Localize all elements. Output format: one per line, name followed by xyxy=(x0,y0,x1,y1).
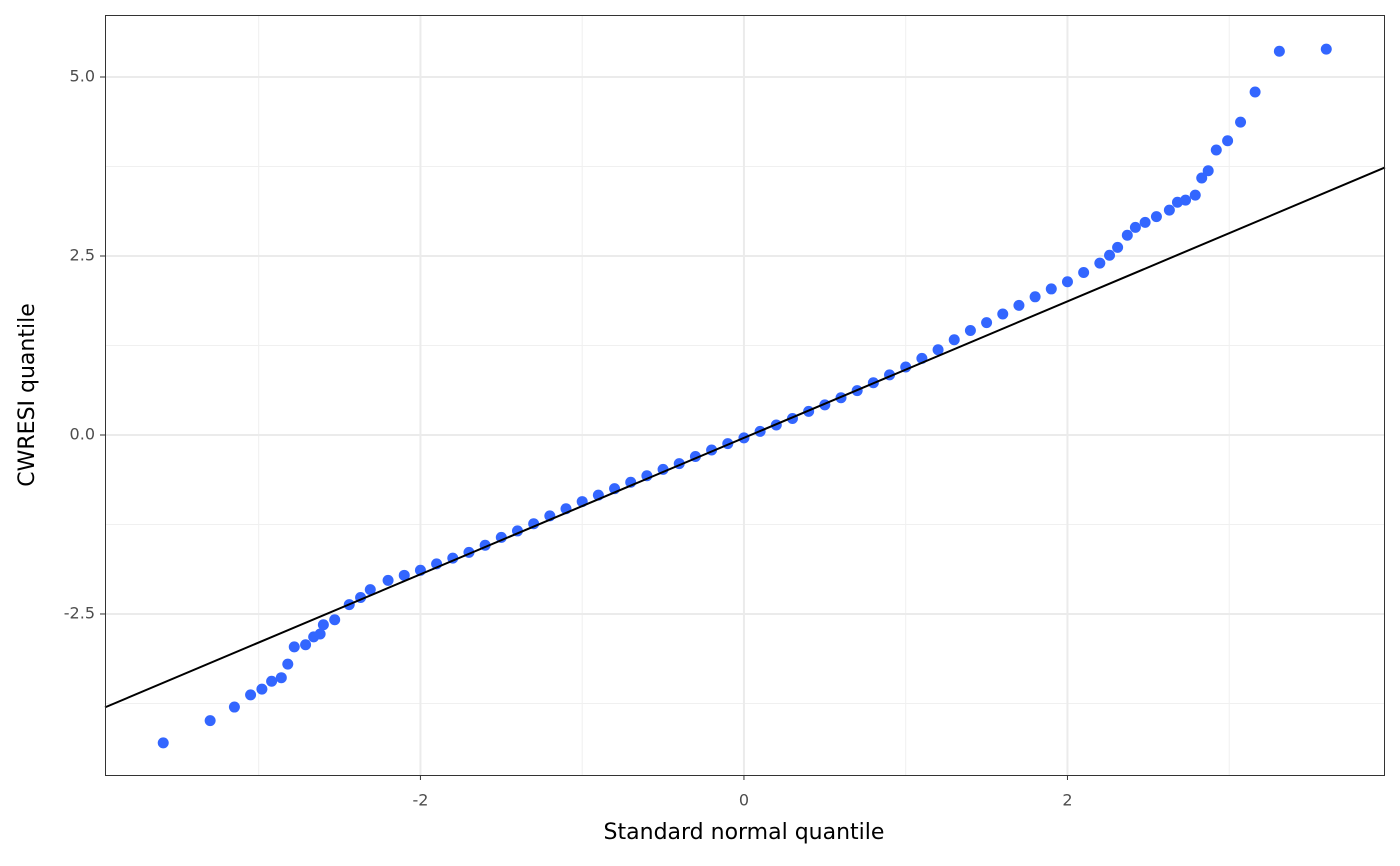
y-tick-label: 2.5 xyxy=(70,245,95,264)
plot-marks xyxy=(104,43,1386,749)
point xyxy=(1180,194,1192,206)
point xyxy=(1121,229,1133,241)
point xyxy=(981,317,993,329)
point xyxy=(314,628,326,640)
point xyxy=(528,518,540,530)
point xyxy=(1320,43,1332,55)
point xyxy=(364,584,376,596)
point xyxy=(1163,204,1175,216)
point xyxy=(1235,116,1247,128)
point xyxy=(1112,241,1124,253)
point xyxy=(329,614,341,626)
point xyxy=(1013,299,1025,311)
panel-border xyxy=(105,15,1385,776)
point xyxy=(1061,276,1073,288)
point xyxy=(1196,172,1208,184)
point xyxy=(1139,216,1151,228)
point xyxy=(932,344,944,356)
x-axis-title: Standard normal quantile xyxy=(604,820,885,845)
point xyxy=(245,689,257,701)
point xyxy=(1045,283,1057,295)
x-tick-label: -2 xyxy=(412,791,428,810)
point xyxy=(1249,86,1261,98)
x-tick-label: 0 xyxy=(739,791,749,810)
point xyxy=(1222,135,1234,147)
point xyxy=(1129,221,1141,233)
point xyxy=(282,658,294,670)
point xyxy=(1150,211,1162,223)
point xyxy=(1104,249,1116,261)
point xyxy=(288,641,300,653)
point xyxy=(964,324,976,336)
point xyxy=(1029,291,1041,303)
point xyxy=(300,639,312,651)
y-tick-label: 5.0 xyxy=(70,67,95,86)
point xyxy=(1202,165,1214,177)
point xyxy=(1094,257,1106,269)
reference-line xyxy=(104,166,1386,709)
point xyxy=(948,334,960,346)
point xyxy=(317,619,329,631)
y-tick-label: -2.5 xyxy=(64,603,95,622)
point xyxy=(382,574,394,586)
point xyxy=(997,308,1009,320)
point xyxy=(157,737,169,749)
point xyxy=(266,675,278,687)
x-tick-label: 2 xyxy=(1062,791,1072,810)
point xyxy=(1189,189,1201,201)
point xyxy=(1078,266,1090,278)
point xyxy=(1273,45,1285,57)
point xyxy=(228,701,240,713)
point xyxy=(398,569,410,581)
point xyxy=(275,672,287,684)
y-axis-title: CWRESI quantile xyxy=(15,303,40,486)
point xyxy=(204,715,216,727)
y-tick-label: 0.0 xyxy=(70,424,95,443)
point xyxy=(256,683,268,695)
point xyxy=(1210,144,1222,156)
